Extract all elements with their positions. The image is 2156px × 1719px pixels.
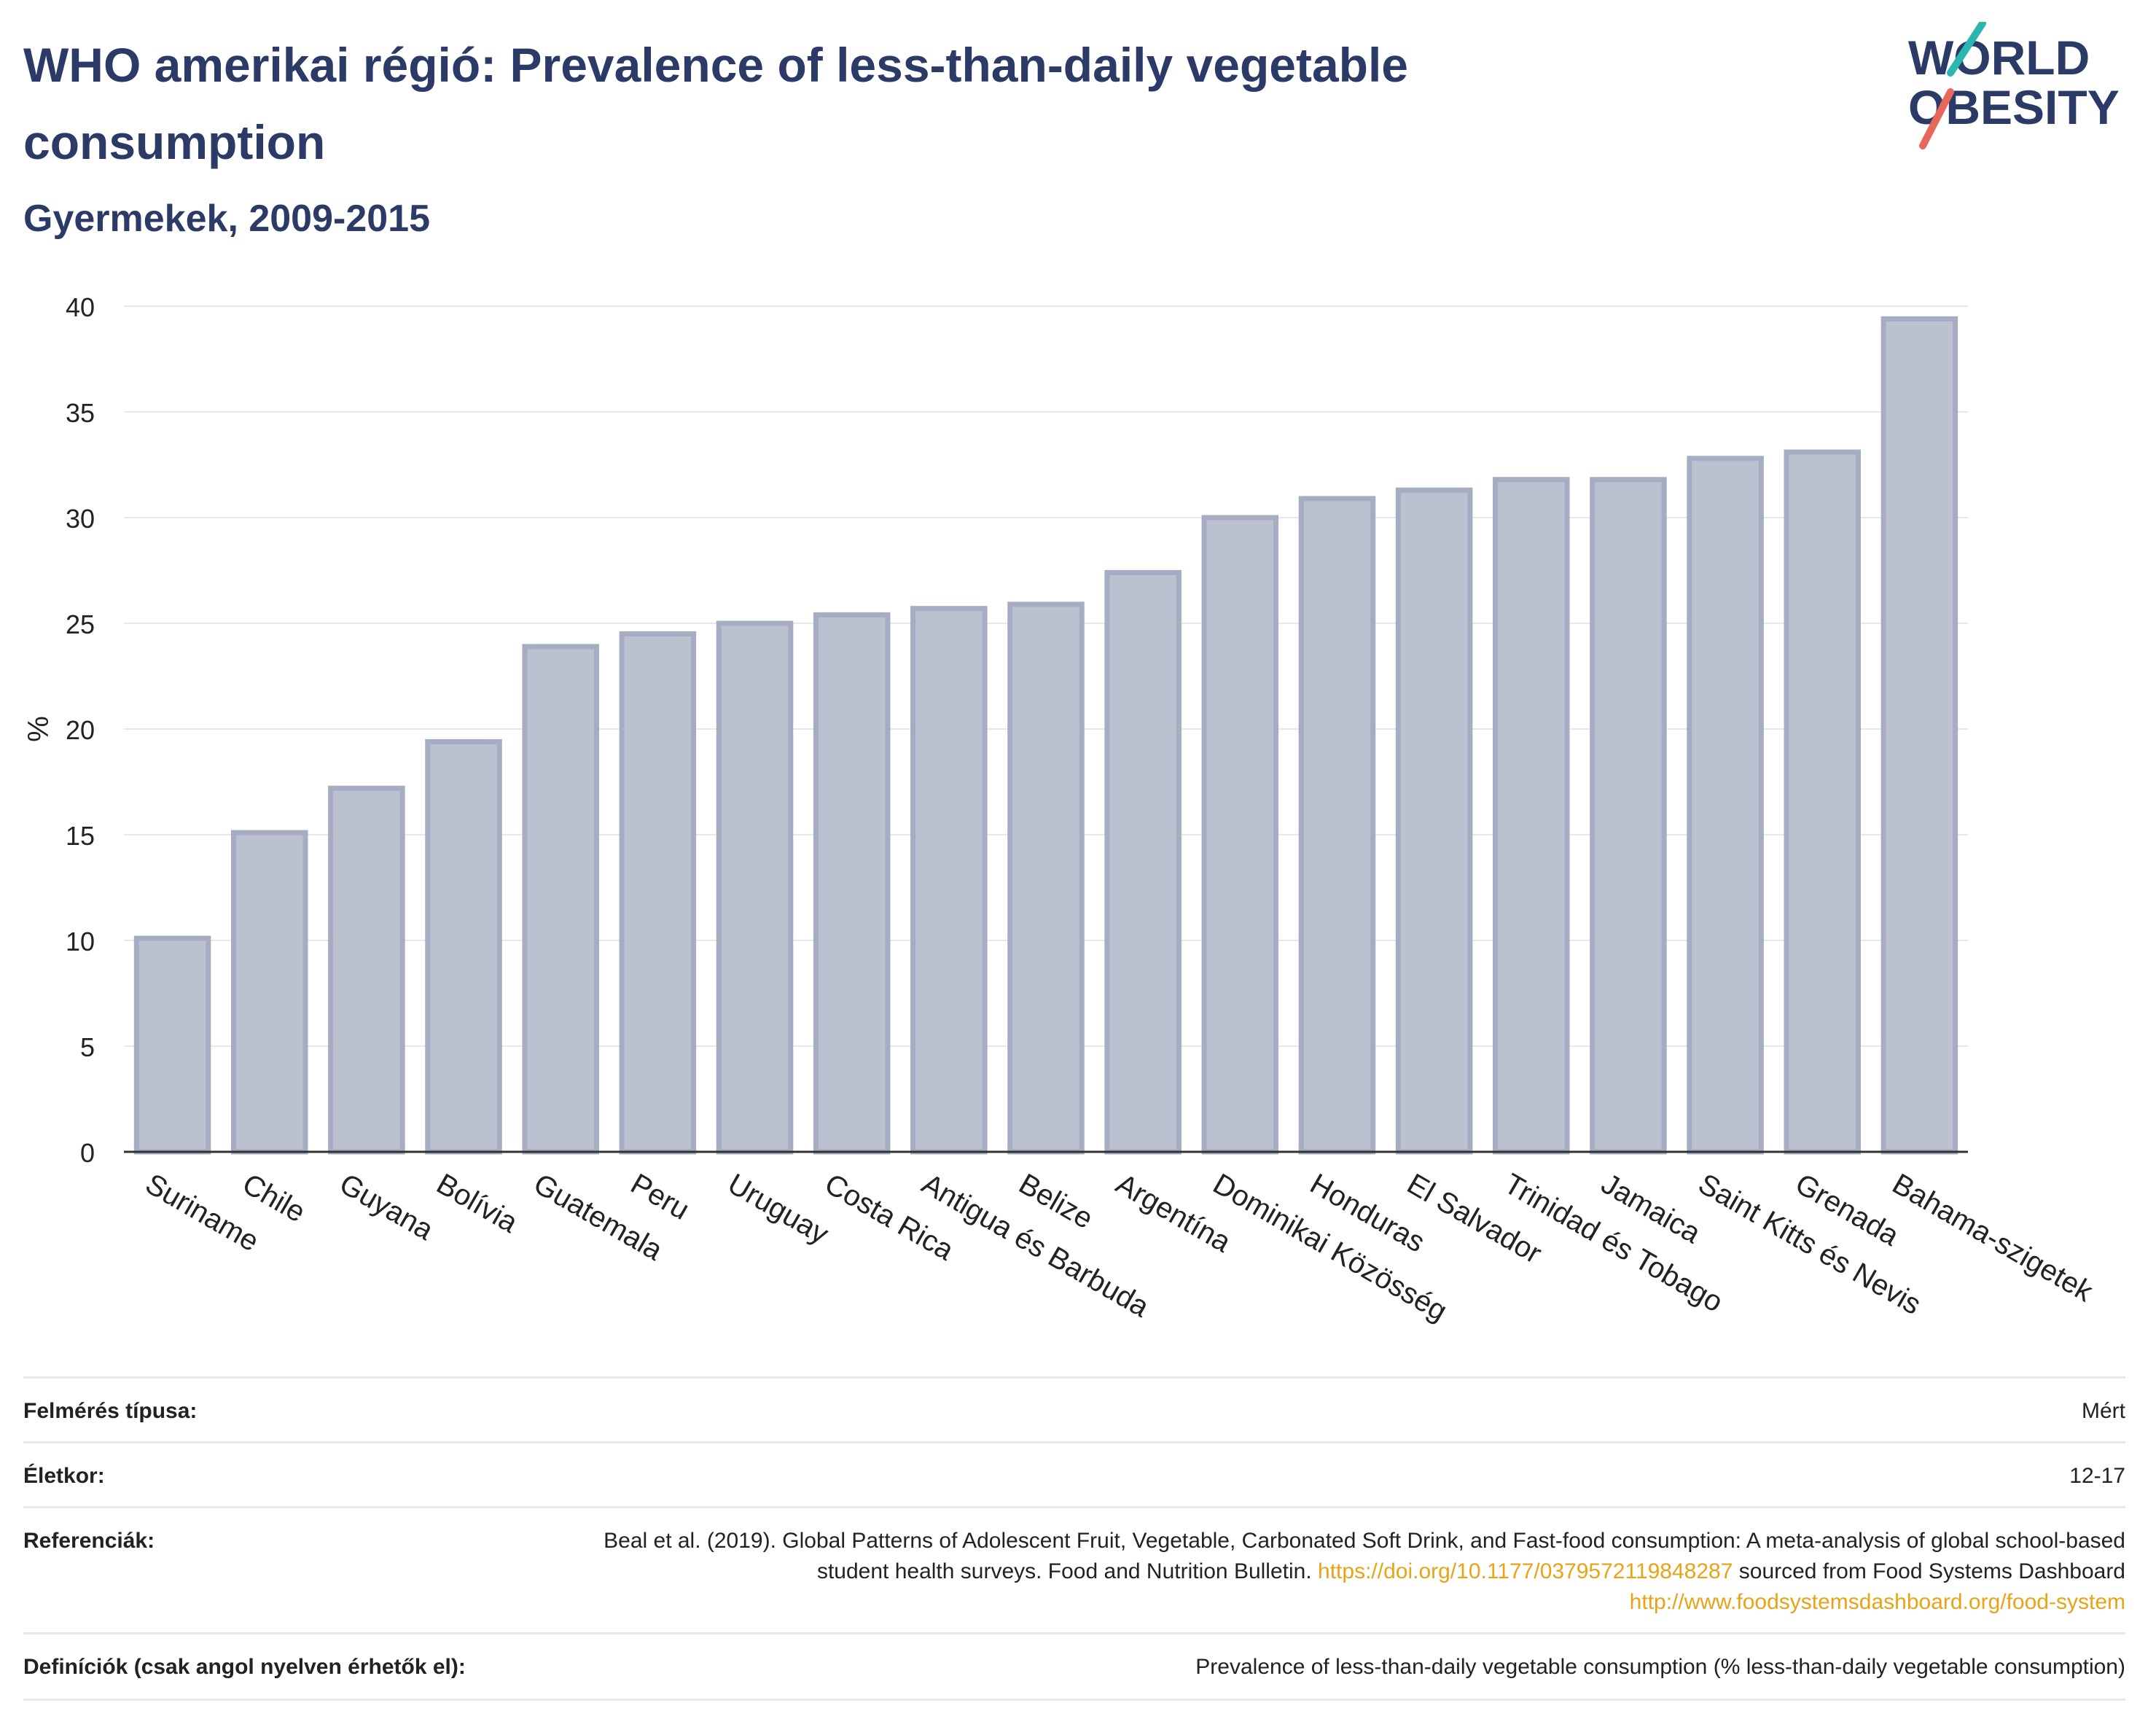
x-tick-label: Uruguay bbox=[722, 1168, 834, 1251]
bar-saint-kitts-és-nevis bbox=[1687, 456, 1764, 1155]
x-tick-label: Guyana bbox=[334, 1168, 439, 1247]
bar-belize bbox=[1007, 601, 1085, 1155]
survey-type-label: Felmérés típusa: bbox=[23, 1399, 198, 1423]
definitions-label: Definíciók (csak angol nyelven érhetők e… bbox=[23, 1655, 466, 1679]
info-row-definitions: Definíciók (csak angol nyelven érhetők e… bbox=[23, 1632, 2125, 1701]
world-obesity-logo: WORLD OBESITY bbox=[1908, 22, 2120, 149]
bar-el-salvador bbox=[1395, 487, 1473, 1155]
bars bbox=[133, 316, 1958, 1155]
x-tick-label: Bahama-szigetek bbox=[1887, 1168, 2099, 1309]
bar-dominikai-közösség bbox=[1201, 515, 1279, 1155]
references-link-1[interactable]: https://doi.org/10.1177/0379572119848287 bbox=[1318, 1559, 1733, 1583]
references-link-2[interactable]: http://www.foodsystemsdashboard.org/food… bbox=[1629, 1590, 2125, 1614]
references-text-1: Beal et al. (2019). Global Patterns of A… bbox=[604, 1529, 2125, 1583]
bar-bahama-szigetek bbox=[1880, 316, 1958, 1155]
y-tick-label: 30 bbox=[66, 504, 95, 534]
y-tick-label: 20 bbox=[66, 715, 95, 745]
bar-uruguay bbox=[716, 620, 794, 1155]
y-tick-label: 25 bbox=[66, 609, 95, 639]
x-tick-label: Peru bbox=[625, 1168, 695, 1226]
bar-costa-rica bbox=[813, 612, 891, 1155]
bar-bolívia bbox=[425, 738, 502, 1155]
age-label: Életkor: bbox=[23, 1464, 105, 1488]
info-table: Felmérés típusa: Mért Életkor: 12-17 Ref… bbox=[23, 1376, 2125, 1701]
references-label: Referenciák: bbox=[23, 1529, 155, 1553]
bar-honduras bbox=[1298, 496, 1376, 1155]
bar-guatemala bbox=[522, 644, 599, 1155]
chart-title: WHO amerikai régió: Prevalence of less-t… bbox=[23, 38, 1409, 169]
bar-argentína bbox=[1104, 569, 1181, 1155]
x-tick-label: Bolívia bbox=[431, 1168, 524, 1240]
bar-peru bbox=[619, 631, 697, 1155]
references-value: Beal et al. (2019). Global Patterns of A… bbox=[595, 1526, 2125, 1618]
x-tick-label: Chile bbox=[237, 1168, 310, 1229]
logo-slash-top bbox=[1947, 22, 1986, 77]
logo-line-1: WORLD bbox=[1908, 31, 2090, 85]
info-row-references: Referenciák: Beal et al. (2019). Global … bbox=[23, 1506, 2125, 1632]
y-axis-ticks: 0 5 10 15 20 25 30 35 40 bbox=[66, 292, 95, 1168]
survey-type-value: Mért bbox=[2082, 1399, 2125, 1423]
age-value: 12-17 bbox=[2069, 1464, 2125, 1488]
bar-jamaica bbox=[1590, 477, 1667, 1155]
bar-trinidad-és-tobago bbox=[1493, 477, 1570, 1155]
y-tick-label: 10 bbox=[66, 927, 95, 956]
bar-antigua-és-barbuda bbox=[910, 606, 988, 1155]
y-tick-label: 15 bbox=[66, 821, 95, 851]
logo-slash-bottom bbox=[1919, 88, 1954, 149]
bar-chile bbox=[230, 830, 308, 1155]
info-row-age: Életkor: 12-17 bbox=[23, 1441, 2125, 1506]
y-tick-label: 0 bbox=[80, 1138, 95, 1168]
chart-subtitle: Gyermekek, 2009-2015 bbox=[23, 198, 431, 240]
bar-grenada bbox=[1784, 449, 1862, 1155]
y-tick-label: 5 bbox=[80, 1032, 95, 1062]
y-tick-label: 40 bbox=[66, 292, 95, 322]
y-tick-label: 35 bbox=[66, 398, 95, 428]
references-text-2: sourced from Food Systems Dashboard bbox=[1738, 1559, 2125, 1583]
bar-suriname bbox=[133, 935, 211, 1155]
definitions-value: Prevalence of less-than-daily vegetable … bbox=[1195, 1655, 2125, 1679]
info-row-survey-type: Felmérés típusa: Mért bbox=[23, 1376, 2125, 1441]
bar-guyana bbox=[328, 785, 405, 1155]
y-axis-label: % bbox=[23, 716, 55, 742]
